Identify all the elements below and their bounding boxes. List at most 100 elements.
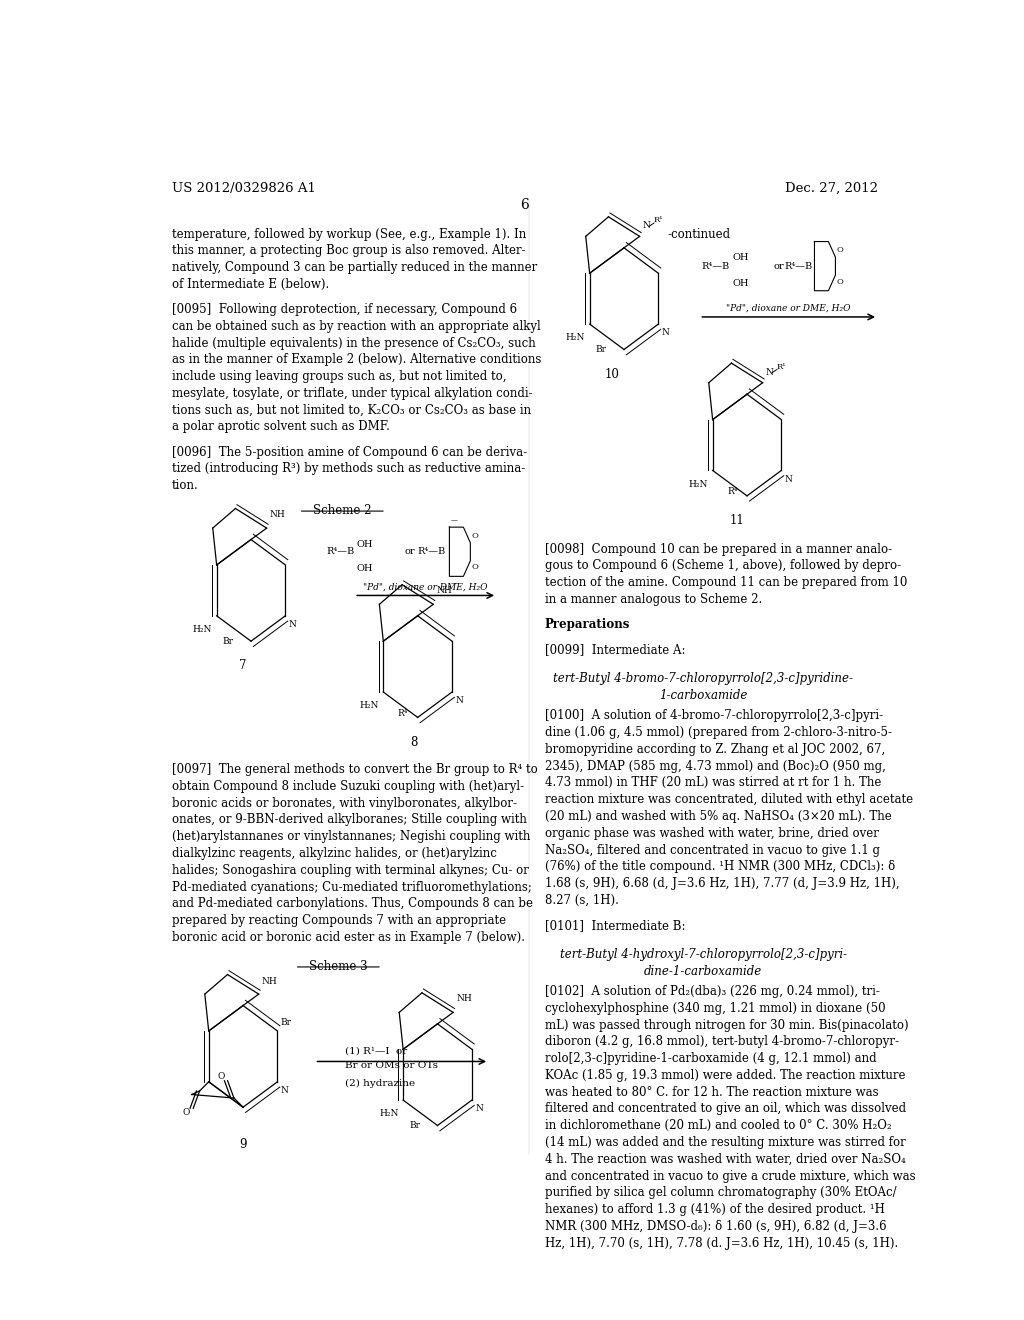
Text: 4.73 mmol) in THF (20 mL) was stirred at rt for 1 h. The: 4.73 mmol) in THF (20 mL) was stirred at… xyxy=(545,776,881,789)
Text: tions such as, but not limited to, K₂CO₃ or Cs₂CO₃ as base in: tions such as, but not limited to, K₂CO₃… xyxy=(172,404,530,417)
Text: 1-carboxamide: 1-carboxamide xyxy=(659,689,748,702)
Text: NH: NH xyxy=(269,510,286,519)
Text: —: — xyxy=(452,516,458,524)
Text: temperature, followed by workup (See, e.g., Example 1). In: temperature, followed by workup (See, e.… xyxy=(172,227,526,240)
Text: organic phase was washed with water, brine, dried over: organic phase was washed with water, bri… xyxy=(545,826,879,840)
Text: diboron (4.2 g, 16.8 mmol), tert-butyl 4-bromo-7-chloropyr-: diboron (4.2 g, 16.8 mmol), tert-butyl 4… xyxy=(545,1035,899,1048)
Text: Br: Br xyxy=(281,1018,292,1027)
Text: N: N xyxy=(281,1086,289,1094)
Text: a polar aprotic solvent such as DMF.: a polar aprotic solvent such as DMF. xyxy=(172,420,389,433)
Text: R⁴—B: R⁴—B xyxy=(326,548,354,556)
Text: R⁴: R⁴ xyxy=(727,487,737,496)
Text: O: O xyxy=(837,277,843,286)
Text: bromopyridine according to Z. Zhang et al JOC 2002, 67,: bromopyridine according to Z. Zhang et a… xyxy=(545,743,885,756)
Text: (2) hydrazine: (2) hydrazine xyxy=(345,1078,415,1088)
Text: H₂N: H₂N xyxy=(359,701,379,710)
Text: (14 mL) was added and the resulting mixture was stirred for: (14 mL) was added and the resulting mixt… xyxy=(545,1137,905,1148)
Text: OH: OH xyxy=(356,540,373,549)
Text: gous to Compound 6 (Scheme 1, above), followed by depro-: gous to Compound 6 (Scheme 1, above), fo… xyxy=(545,560,901,573)
Text: R⁴: R⁴ xyxy=(397,709,409,718)
Text: OH: OH xyxy=(356,564,373,573)
Text: NH: NH xyxy=(436,586,453,595)
Text: rolo[2,3-c]pyridine-1-carboxamide (4 g, 12.1 mmol) and: rolo[2,3-c]pyridine-1-carboxamide (4 g, … xyxy=(545,1052,877,1065)
Text: halide (multiple equivalents) in the presence of Cs₂CO₃, such: halide (multiple equivalents) in the pre… xyxy=(172,337,536,350)
Text: N: N xyxy=(289,620,296,628)
Text: dialkylzinc reagents, alkylzinc halides, or (het)arylzinc: dialkylzinc reagents, alkylzinc halides,… xyxy=(172,847,497,861)
Text: boronic acid or boronic acid ester as in Example 7 (below).: boronic acid or boronic acid ester as in… xyxy=(172,931,524,944)
Text: [0099]  Intermediate A:: [0099] Intermediate A: xyxy=(545,643,685,656)
Text: prepared by reacting Compounds 7 with an appropriate: prepared by reacting Compounds 7 with an… xyxy=(172,913,506,927)
Text: in dichloromethane (20 mL) and cooled to 0° C. 30% H₂O₂: in dichloromethane (20 mL) and cooled to… xyxy=(545,1119,891,1133)
Text: 4 h. The reaction was washed with water, dried over Na₂SO₄: 4 h. The reaction was washed with water,… xyxy=(545,1152,905,1166)
Text: [0096]  The 5-position amine of Compound 6 can be deriva-: [0096] The 5-position amine of Compound … xyxy=(172,446,526,458)
Text: 2345), DMAP (585 mg, 4.73 mmol) and (Boc)₂O (950 mg,: 2345), DMAP (585 mg, 4.73 mmol) and (Boc… xyxy=(545,759,886,772)
Text: (76%) of the title compound. ¹H NMR (300 MHz, CDCl₃): δ: (76%) of the title compound. ¹H NMR (300… xyxy=(545,861,895,874)
Text: this manner, a protecting Boc group is also removed. Alter-: this manner, a protecting Boc group is a… xyxy=(172,244,525,257)
Text: Pd-mediated cyanations; Cu-mediated trifluoromethylations;: Pd-mediated cyanations; Cu-mediated trif… xyxy=(172,880,531,894)
Text: N: N xyxy=(643,222,650,230)
Text: R⁴—B: R⁴—B xyxy=(701,261,729,271)
Text: 1.68 (s, 9H), 6.68 (d, J=3.6 Hz, 1H), 7.77 (d, J=3.9 Hz, 1H),: 1.68 (s, 9H), 6.68 (d, J=3.6 Hz, 1H), 7.… xyxy=(545,876,899,890)
Text: Na₂SO₄, filtered and concentrated in vacuo to give 1.1 g: Na₂SO₄, filtered and concentrated in vac… xyxy=(545,843,880,857)
Text: onates, or 9-BBN-derived alkylboranes; Stille coupling with: onates, or 9-BBN-derived alkylboranes; S… xyxy=(172,813,526,826)
Text: R⁴—B: R⁴—B xyxy=(417,548,445,556)
Text: and Pd-mediated carbonylations. Thus, Compounds 8 can be: and Pd-mediated carbonylations. Thus, Co… xyxy=(172,898,532,911)
Text: N: N xyxy=(662,329,670,337)
Text: O: O xyxy=(471,532,478,540)
Text: O: O xyxy=(837,247,843,255)
Text: 9: 9 xyxy=(240,1138,247,1151)
Text: Dec. 27, 2012: Dec. 27, 2012 xyxy=(785,182,878,195)
Text: and concentrated in vacuo to give a crude mixture, which was: and concentrated in vacuo to give a crud… xyxy=(545,1170,915,1183)
Text: (20 mL) and washed with 5% aq. NaHSO₄ (3×20 mL). The: (20 mL) and washed with 5% aq. NaHSO₄ (3… xyxy=(545,810,891,822)
Text: KOAc (1.85 g, 19.3 mmol) were added. The reaction mixture: KOAc (1.85 g, 19.3 mmol) were added. The… xyxy=(545,1069,905,1082)
Text: include using leaving groups such as, but not limited to,: include using leaving groups such as, bu… xyxy=(172,370,506,383)
Text: tert-Butyl 4-hydroxyl-7-chloropyrrolo[2,3-c]pyri-: tert-Butyl 4-hydroxyl-7-chloropyrrolo[2,… xyxy=(560,948,847,961)
Text: [0102]  A solution of Pd₂(dba)₃ (226 mg, 0.24 mmol), tri-: [0102] A solution of Pd₂(dba)₃ (226 mg, … xyxy=(545,985,880,998)
Text: R¹: R¹ xyxy=(777,363,786,371)
Text: filtered and concentrated to give an oil, which was dissolved: filtered and concentrated to give an oil… xyxy=(545,1102,906,1115)
Text: [0095]  Following deprotection, if necessary, Compound 6: [0095] Following deprotection, if necess… xyxy=(172,304,517,315)
Text: obtain Compound 8 include Suzuki coupling with (het)aryl-: obtain Compound 8 include Suzuki couplin… xyxy=(172,780,523,793)
Text: in a manner analogous to Scheme 2.: in a manner analogous to Scheme 2. xyxy=(545,593,762,606)
Text: hexanes) to afford 1.3 g (41%) of the desired product. ¹H: hexanes) to afford 1.3 g (41%) of the de… xyxy=(545,1203,885,1216)
Text: reaction mixture was concentrated, diluted with ethyl acetate: reaction mixture was concentrated, dilut… xyxy=(545,793,912,807)
Text: was heated to 80° C. for 12 h. The reaction mixture was: was heated to 80° C. for 12 h. The react… xyxy=(545,1086,879,1098)
Text: tion.: tion. xyxy=(172,479,199,492)
Text: "Pd", dioxane or DME, H₂O: "Pd", dioxane or DME, H₂O xyxy=(364,582,487,591)
Text: N: N xyxy=(475,1104,483,1113)
Text: Br: Br xyxy=(596,345,606,354)
Text: R⁴—B: R⁴—B xyxy=(784,261,813,271)
Text: of Intermediate E (below).: of Intermediate E (below). xyxy=(172,277,329,290)
Text: can be obtained such as by reaction with an appropriate alkyl: can be obtained such as by reaction with… xyxy=(172,319,541,333)
Text: Br: Br xyxy=(222,636,233,645)
Text: N: N xyxy=(456,696,463,705)
Text: Preparations: Preparations xyxy=(545,618,630,631)
Text: -continued: -continued xyxy=(668,227,731,240)
Text: O: O xyxy=(217,1072,224,1081)
Text: "Pd", dioxane or DME, H₂O: "Pd", dioxane or DME, H₂O xyxy=(726,304,851,313)
Text: 8.27 (s, 1H).: 8.27 (s, 1H). xyxy=(545,894,618,907)
Text: or: or xyxy=(404,548,415,556)
Text: H₂N: H₂N xyxy=(565,333,585,342)
Text: NH: NH xyxy=(457,994,472,1003)
Text: NH: NH xyxy=(262,977,278,986)
Text: N: N xyxy=(784,474,793,483)
Text: (het)arylstannanes or vinylstannanes; Negishi coupling with: (het)arylstannanes or vinylstannanes; Ne… xyxy=(172,830,530,843)
Text: dine (1.06 g, 4.5 mmol) (prepared from 2-chloro-3-nitro-5-: dine (1.06 g, 4.5 mmol) (prepared from 2… xyxy=(545,726,892,739)
Text: R¹: R¹ xyxy=(654,216,664,224)
Text: 10: 10 xyxy=(604,368,620,380)
Text: H₂N: H₂N xyxy=(193,624,212,634)
Text: [0097]  The general methods to convert the Br group to R⁴ to: [0097] The general methods to convert th… xyxy=(172,763,538,776)
Text: as in the manner of Example 2 (below). Alternative conditions: as in the manner of Example 2 (below). A… xyxy=(172,354,541,366)
Text: OH: OH xyxy=(733,253,750,261)
Text: 7: 7 xyxy=(240,660,247,672)
Text: [0101]  Intermediate B:: [0101] Intermediate B: xyxy=(545,919,685,932)
Text: O: O xyxy=(182,1109,190,1117)
Text: tert-Butyl 4-bromo-7-chloropyrrolo[2,3-c]pyridine-: tert-Butyl 4-bromo-7-chloropyrrolo[2,3-c… xyxy=(553,672,853,685)
Text: dine-1-carboxamide: dine-1-carboxamide xyxy=(644,965,763,978)
Text: H₂N: H₂N xyxy=(379,1109,398,1118)
Text: mesylate, tosylate, or triflate, under typical alkylation condi-: mesylate, tosylate, or triflate, under t… xyxy=(172,387,532,400)
Text: mL) was passed through nitrogen for 30 min. Bis(pinacolato): mL) was passed through nitrogen for 30 m… xyxy=(545,1019,908,1032)
Text: tection of the amine. Compound 11 can be prepared from 10: tection of the amine. Compound 11 can be… xyxy=(545,576,907,589)
Text: O: O xyxy=(471,564,478,572)
